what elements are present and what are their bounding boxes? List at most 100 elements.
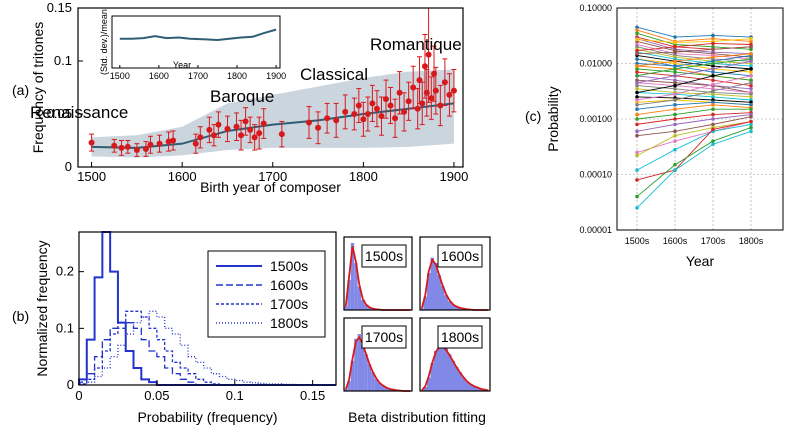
probability-point — [635, 70, 639, 74]
inset-x-tick-label: 1900 — [266, 71, 286, 81]
x-axis-label-b: Probability (frequency) — [137, 409, 277, 425]
probability-line — [636, 46, 752, 62]
beta-bar — [437, 275, 441, 310]
data-point — [396, 89, 403, 96]
probability-point — [749, 39, 753, 44]
beta-bar — [451, 360, 455, 391]
probability-point — [749, 47, 753, 52]
probability-point — [749, 103, 753, 107]
probability-point — [673, 162, 677, 167]
data-point — [441, 79, 448, 86]
probability-point — [749, 122, 753, 127]
beta-bar — [361, 344, 365, 391]
beta-bar — [388, 388, 392, 391]
beta-bar — [455, 366, 459, 391]
data-point — [421, 63, 428, 70]
probability-point — [635, 95, 639, 99]
probability-line — [636, 68, 752, 93]
probability-point — [711, 92, 715, 96]
probability-point — [711, 70, 715, 74]
probability-point — [635, 153, 639, 158]
inset-frame — [111, 15, 281, 69]
data-point — [242, 118, 249, 125]
data-point — [450, 87, 457, 94]
beta-bar — [347, 279, 351, 310]
data-point — [369, 100, 376, 107]
probability-line — [636, 104, 752, 116]
probability-point — [711, 139, 715, 143]
beta-bar — [381, 385, 385, 391]
x-tick-label-c: 1700s — [701, 236, 726, 246]
data-point — [133, 147, 140, 154]
beta-bar — [434, 263, 438, 310]
probability-point — [635, 31, 639, 36]
beta-bar — [441, 285, 445, 310]
probability-point — [749, 78, 753, 83]
x-tick-label-c: 1600s — [663, 236, 688, 246]
data-point — [256, 130, 263, 137]
beta-fit-curve — [421, 345, 489, 392]
beta-bar — [354, 263, 358, 310]
panel-label-b: (b) — [12, 308, 29, 324]
probability-point — [673, 139, 677, 143]
probability-point — [749, 87, 753, 91]
beta-bar — [350, 243, 355, 310]
probability-point — [635, 78, 639, 83]
probability-point — [635, 37, 639, 42]
data-point — [260, 120, 267, 127]
beta-bar — [472, 386, 476, 391]
data-point — [238, 132, 245, 139]
era-label: Classical — [300, 65, 368, 84]
probability-line — [636, 121, 752, 153]
data-point — [111, 142, 118, 149]
probability-point — [673, 67, 677, 71]
probability-point — [635, 44, 639, 49]
probability-point — [673, 122, 677, 127]
beta-frame — [343, 317, 413, 392]
data-point — [401, 108, 408, 115]
y-tick-label-b: 0.2 — [56, 264, 74, 279]
probability-line — [636, 53, 752, 67]
y-axis-label-a: Frequency of tritones — [30, 22, 46, 154]
probability-point — [673, 44, 677, 49]
legend-label: 1700s — [270, 296, 308, 312]
probability-point — [635, 57, 639, 61]
y-tick-label-c: 0.00010 — [579, 170, 612, 180]
probability-line — [636, 123, 752, 171]
inset-x-tick-label: 1700 — [188, 71, 208, 81]
probability-point — [711, 74, 715, 78]
probability-point — [673, 50, 677, 54]
data-point — [351, 111, 358, 117]
probability-point — [711, 107, 715, 112]
beta-frame — [419, 236, 491, 311]
era-label: Romantique — [370, 35, 462, 54]
probability-point — [673, 64, 677, 68]
beta-bar — [354, 338, 358, 391]
data-point — [437, 102, 444, 109]
y-tick-label-c: 0.10000 — [579, 3, 612, 13]
probability-point — [711, 47, 715, 52]
beta-bar — [364, 354, 368, 391]
probability-point — [635, 25, 639, 30]
probability-point — [673, 59, 677, 64]
beta-bar — [448, 354, 452, 391]
probability-point — [673, 83, 677, 88]
x-axis-label-a: Birth year of composer — [200, 179, 341, 195]
data-point — [364, 111, 371, 117]
probability-point — [673, 87, 677, 91]
probability-line — [636, 38, 752, 43]
probability-point — [711, 117, 715, 121]
beta-bar — [364, 304, 368, 310]
probability-point — [673, 129, 677, 134]
beta-bar — [367, 364, 372, 391]
probability-point — [635, 117, 639, 121]
probability-point — [749, 119, 753, 124]
beta-bar — [455, 306, 459, 310]
probability-point — [749, 59, 753, 64]
data-point — [315, 124, 322, 131]
y-tick-label-a: 0.15 — [47, 0, 72, 15]
probability-line — [636, 68, 752, 81]
probability-line — [636, 85, 752, 95]
beta-frame — [419, 317, 491, 392]
